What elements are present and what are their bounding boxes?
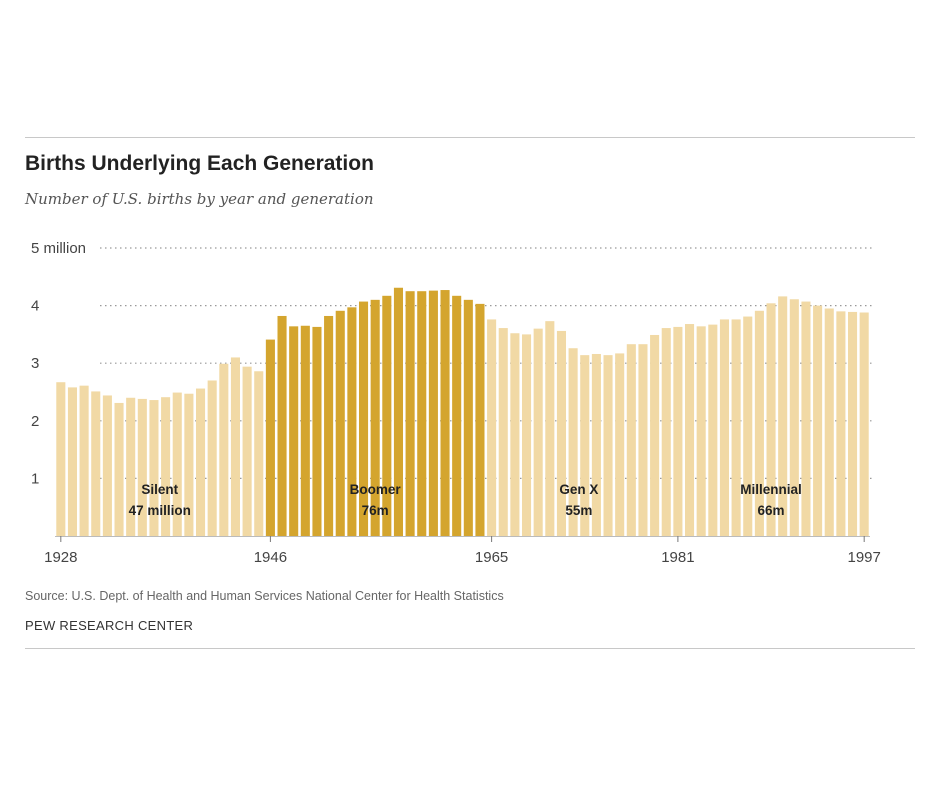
bar-1946: [265, 339, 275, 536]
bar-1989: [766, 303, 776, 536]
bar-1969: [533, 328, 543, 536]
bar-1935: [137, 398, 147, 536]
bar-1967: [510, 333, 520, 536]
bar-1979: [650, 334, 660, 536]
bar-1986: [731, 319, 741, 536]
chart-subtitle: Number of U.S. births by year and genera…: [25, 190, 374, 208]
bar-1936: [149, 400, 159, 536]
bar-1930: [79, 385, 89, 536]
bar-1970: [545, 321, 555, 536]
source-note: Source: U.S. Dept. of Health and Human S…: [25, 589, 504, 603]
x-tick-label: 1946: [254, 549, 287, 566]
bar-1973: [580, 355, 590, 536]
bar-1956: [382, 295, 392, 536]
bar-1984: [708, 324, 718, 536]
bar-1937: [161, 397, 171, 536]
bar-1932: [102, 395, 112, 536]
bar-1938: [172, 392, 182, 536]
bar-1959: [417, 291, 427, 536]
bar-1953: [347, 307, 357, 536]
bar-1997: [859, 312, 869, 536]
bar-1957: [393, 287, 404, 536]
bar-1955: [370, 299, 380, 536]
bar-1991: [789, 299, 799, 536]
generation-name-label: Boomer: [350, 482, 402, 497]
generation-total-label: 55m: [565, 503, 592, 518]
bar-1963: [463, 299, 473, 536]
bar-1941: [207, 380, 217, 536]
generation-name-label: Millennial: [740, 482, 802, 497]
bar-1987: [743, 316, 753, 536]
bar-1933: [114, 402, 124, 536]
bar-1947: [277, 315, 287, 536]
bar-1950: [312, 326, 322, 536]
bar-1964: [475, 303, 485, 536]
bar-1928: [56, 382, 66, 536]
x-tick-label: 1981: [661, 549, 694, 566]
bar-1948: [289, 326, 299, 536]
x-tick-label: 1997: [847, 549, 880, 566]
generation-total-label: 76m: [362, 503, 389, 518]
bar-1981: [673, 326, 683, 536]
bar-1940: [195, 388, 206, 536]
bar-1965: [487, 319, 497, 536]
bar-1990: [778, 296, 788, 536]
bar-1988: [754, 310, 764, 536]
bar-1949: [300, 325, 310, 536]
bar-1929: [67, 387, 78, 536]
bar-1952: [335, 310, 345, 536]
bar-1939: [184, 393, 194, 536]
bar-1996: [847, 311, 858, 536]
bar-1954: [358, 301, 369, 536]
bar-1962: [452, 295, 462, 536]
bar-1978: [638, 344, 648, 536]
bar-1934: [126, 397, 136, 536]
x-tick-label: 1928: [44, 549, 77, 566]
bar-1993: [813, 305, 823, 536]
bar-1944: [242, 366, 252, 536]
y-tick-label: 4: [31, 298, 39, 315]
bar-1972: [568, 348, 578, 536]
bar-1945: [254, 371, 264, 536]
bar-1951: [324, 315, 334, 536]
bar-1931: [91, 391, 101, 536]
bar-1975: [603, 355, 613, 536]
bar-1958: [405, 291, 415, 536]
bar-1966: [498, 328, 508, 536]
org-credit: PEW RESEARCH CENTER: [25, 618, 194, 633]
bar-1971: [556, 330, 567, 536]
chart-title: Births Underlying Each Generation: [25, 152, 374, 175]
bar-1977: [626, 344, 636, 536]
bottom-rule: [25, 648, 915, 649]
bar-1994: [824, 308, 834, 536]
bar-1980: [661, 328, 671, 536]
bar-1942: [219, 363, 229, 536]
bar-1985: [719, 319, 730, 536]
bar-1983: [696, 326, 706, 536]
generation-name-label: Silent: [141, 482, 178, 497]
bar-1960: [428, 290, 438, 536]
y-tick-label: 2: [31, 413, 39, 430]
bar-1992: [801, 301, 811, 536]
y-tick-label: 1: [31, 470, 39, 487]
generation-total-label: 47 million: [129, 503, 191, 518]
bar-1974: [591, 353, 601, 536]
generation-total-label: 66m: [758, 503, 785, 518]
bar-1976: [615, 353, 625, 536]
top-rule: [25, 137, 915, 138]
y-tick-label: 5 million: [31, 240, 86, 257]
generation-name-label: Gen X: [559, 482, 598, 497]
bar-1943: [230, 357, 241, 536]
bar-1961: [440, 290, 450, 536]
bar-1982: [684, 324, 695, 536]
x-tick-label: 1965: [475, 549, 508, 566]
y-tick-label: 3: [31, 355, 39, 372]
bar-1995: [836, 311, 846, 536]
bar-1968: [521, 334, 532, 536]
